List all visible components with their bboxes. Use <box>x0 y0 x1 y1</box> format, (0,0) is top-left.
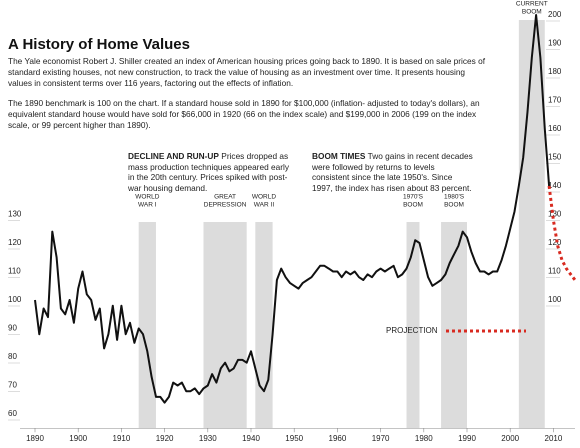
shaded-period <box>138 222 156 429</box>
y2-tick-label: 100 <box>548 295 562 304</box>
period-label: WORLD <box>252 194 277 201</box>
period-label: WORLD <box>135 194 160 201</box>
x-tick-label: 1930 <box>199 434 217 443</box>
y2-tick-label: 170 <box>548 96 562 105</box>
legend-label: PROJECTION <box>386 326 438 335</box>
note-heading: DECLINE AND RUN-UP <box>128 151 219 161</box>
series-line <box>547 185 577 281</box>
paragraph: The Yale economist Robert J. Shiller cre… <box>8 56 486 88</box>
period-label: 1970'S <box>403 194 424 201</box>
x-tick-label: 2000 <box>501 434 519 443</box>
period-label: BOOM <box>444 202 464 209</box>
period-label: DEPRESSION <box>204 202 247 209</box>
y2-tick-label: 140 <box>548 181 562 190</box>
x-tick-label: 1970 <box>372 434 390 443</box>
y2-tick-label: 190 <box>548 39 562 48</box>
y2-tick-label: 150 <box>548 153 562 162</box>
y-tick-label: 130 <box>8 210 22 219</box>
y2-tick-label: 130 <box>548 210 562 219</box>
period-label: 1980'S <box>444 194 465 201</box>
x-tick-label: 2010 <box>545 434 563 443</box>
note-heading: BOOM TIMES <box>312 151 366 161</box>
title: A History of Home Values <box>8 36 190 53</box>
x-tick-label: 1910 <box>113 434 131 443</box>
x-tick-label: 1940 <box>242 434 260 443</box>
note-text: Prices dropped as mass production techni… <box>128 151 289 193</box>
x-tick-label: 1980 <box>415 434 433 443</box>
y-tick-label: 80 <box>8 352 17 361</box>
note: DECLINE AND RUN-UP Prices dropped as mas… <box>128 151 296 193</box>
y-tick-label: 100 <box>8 295 22 304</box>
y2-tick-label: 160 <box>548 124 562 133</box>
paragraph: The 1890 benchmark is 100 on the chart. … <box>8 98 480 130</box>
x-tick-label: 1890 <box>26 434 44 443</box>
period-label: WAR II <box>254 202 275 209</box>
x-tick-label: 1990 <box>458 434 476 443</box>
y-tick-label: 70 <box>8 381 17 390</box>
period-label: BOOM <box>403 202 423 209</box>
note-text: Two gains in recent decades were followe… <box>312 151 473 193</box>
shaded-period <box>406 222 420 429</box>
note: BOOM TIMES Two gains in recent decades w… <box>312 151 474 193</box>
series-line <box>34 14 551 404</box>
x-tick-label: 1960 <box>329 434 347 443</box>
x-tick-label: 1920 <box>156 434 174 443</box>
y-tick-label: 120 <box>8 238 22 247</box>
period-label: GREAT <box>214 194 236 201</box>
period-label: CURRENT <box>516 1 548 8</box>
y2-tick-label: 200 <box>548 10 562 19</box>
y-tick-label: 60 <box>8 409 17 418</box>
y-tick-label: 90 <box>8 324 17 333</box>
y2-tick-label: 110 <box>548 267 561 276</box>
x-tick-label: 1950 <box>285 434 303 443</box>
shaded-period <box>518 20 545 429</box>
y-tick-label: 110 <box>8 267 21 276</box>
y2-tick-label: 180 <box>548 67 562 76</box>
period-label: WAR I <box>138 202 157 209</box>
y2-tick-label: 120 <box>548 238 562 247</box>
shaded-period <box>255 222 273 429</box>
period-label: BOOM <box>522 9 542 16</box>
shaded-period <box>203 222 247 429</box>
x-tick-label: 1900 <box>69 434 87 443</box>
